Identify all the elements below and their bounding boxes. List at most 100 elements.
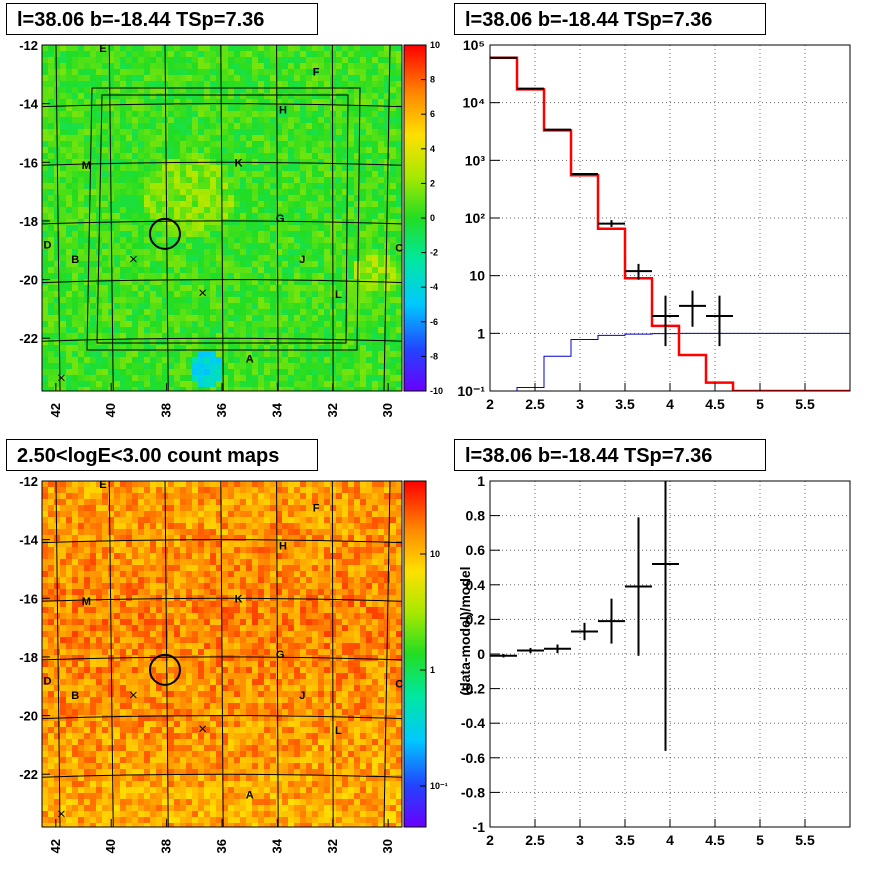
- map-pixel: [132, 207, 138, 213]
- map-pixel: [126, 541, 132, 547]
- map-pixel: [288, 619, 294, 625]
- map-pixel: [336, 75, 342, 81]
- map-pixel: [204, 487, 210, 493]
- map-pixel: [324, 357, 330, 363]
- map-pixel: [378, 207, 384, 213]
- map-pixel: [150, 183, 156, 189]
- map-pixel: [42, 267, 48, 273]
- map-pixel: [54, 177, 60, 183]
- map-pixel: [324, 303, 330, 309]
- map-pixel: [312, 357, 318, 363]
- map-pixel: [342, 357, 348, 363]
- map-pixel: [96, 303, 102, 309]
- map-pixel: [42, 189, 48, 195]
- map-pixel: [210, 369, 216, 375]
- map-pixel: [168, 57, 174, 63]
- map-pixel: [120, 517, 126, 523]
- map-pixel: [180, 63, 186, 69]
- map-pixel: [60, 541, 66, 547]
- map-pixel: [102, 63, 108, 69]
- map-pixel: [240, 81, 246, 87]
- map-pixel: [258, 487, 264, 493]
- map-pixel: [168, 45, 174, 51]
- map-pixel: [270, 547, 276, 553]
- map-pixel: [222, 589, 228, 595]
- map-pixel: [318, 577, 324, 583]
- map-pixel: [60, 69, 66, 75]
- map-pixel: [276, 375, 282, 381]
- map-pixel: [210, 75, 216, 81]
- map-pixel: [162, 165, 168, 171]
- map-pixel: [174, 505, 180, 511]
- map-pixel: [180, 387, 186, 391]
- map-pixel: [78, 45, 84, 51]
- map-pixel: [306, 387, 312, 391]
- map-pixel: [366, 51, 372, 57]
- map-pixel: [48, 267, 54, 273]
- map-pixel: [330, 529, 336, 535]
- map-pixel: [372, 315, 378, 321]
- map-pixel: [204, 225, 210, 231]
- map-pixel: [102, 225, 108, 231]
- map-pixel: [342, 93, 348, 99]
- map-pixel: [180, 357, 186, 363]
- map-pixel: [222, 279, 228, 285]
- map-pixel: [90, 345, 96, 351]
- map-pixel: [210, 547, 216, 553]
- map-pixel: [108, 123, 114, 129]
- map-pixel: [342, 285, 348, 291]
- map-pixel: [42, 303, 48, 309]
- map-pixel: [276, 111, 282, 117]
- map-pixel: [348, 559, 354, 565]
- map-pixel: [132, 607, 138, 613]
- map-pixel: [354, 589, 360, 595]
- map-pixel: [288, 607, 294, 613]
- map-pixel: [156, 511, 162, 517]
- map-pixel: [234, 369, 240, 375]
- map-pixel: [348, 291, 354, 297]
- map-pixel: [60, 565, 66, 571]
- map-pixel: [378, 45, 384, 51]
- map-pixel: [168, 327, 174, 333]
- map-pixel: [360, 607, 366, 613]
- map-pixel: [312, 255, 318, 261]
- map-pixel: [300, 481, 306, 487]
- map-pixel: [396, 559, 402, 565]
- map-pixel: [138, 279, 144, 285]
- map-pixel: [114, 351, 120, 357]
- map-pixel: [222, 333, 228, 339]
- map-pixel: [228, 267, 234, 273]
- map-pixel: [372, 339, 378, 345]
- map-pixel: [348, 45, 354, 51]
- map-pixel: [354, 147, 360, 153]
- map-pixel: [234, 237, 240, 243]
- map-pixel: [192, 565, 198, 571]
- map-pixel: [270, 309, 276, 315]
- map-pixel: [270, 499, 276, 505]
- map-pixel: [390, 147, 396, 153]
- map-pixel: [192, 87, 198, 93]
- map-pixel: [186, 375, 192, 381]
- map-pixel: [102, 529, 108, 535]
- map-pixel: [222, 129, 228, 135]
- map-pixel: [156, 219, 162, 225]
- color-bar-label: 2: [430, 178, 435, 188]
- map-pixel: [258, 105, 264, 111]
- map-pixel: [222, 123, 228, 129]
- map-pixel: [42, 493, 48, 499]
- map-pixel: [264, 297, 270, 303]
- map-pixel: [378, 105, 384, 111]
- map-pixel: [300, 523, 306, 529]
- map-pixel: [66, 387, 72, 391]
- map-pixel: [186, 213, 192, 219]
- map-pixel: [372, 601, 378, 607]
- map-pixel: [228, 487, 234, 493]
- map-pixel: [72, 63, 78, 69]
- map-pixel: [48, 93, 54, 99]
- map-pixel: [210, 559, 216, 565]
- map-pixel: [48, 321, 54, 327]
- map-pixel: [72, 583, 78, 589]
- map-pixel: [264, 315, 270, 321]
- map-pixel: [288, 225, 294, 231]
- map-pixel: [168, 159, 174, 165]
